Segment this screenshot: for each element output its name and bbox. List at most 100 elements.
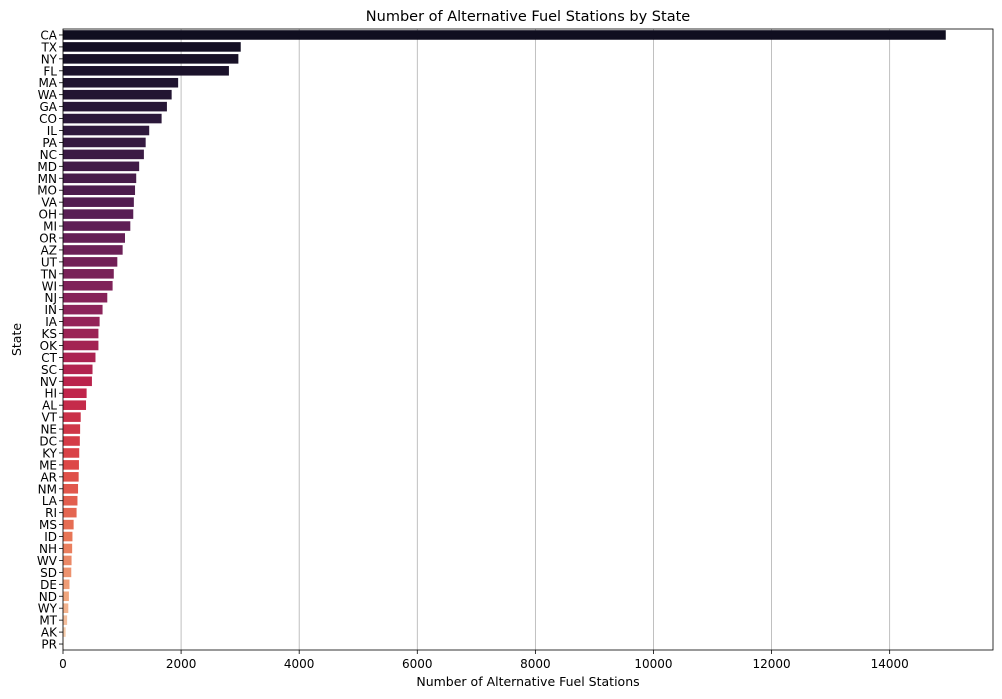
- bar-ms: [63, 519, 74, 530]
- x-tick-labels: 0 2000 4000 6000 8000 10000 12000 14000: [59, 650, 909, 671]
- bar-tx: [63, 42, 241, 52]
- bar-me: [63, 460, 79, 470]
- bar-nc: [63, 149, 144, 160]
- bar-ne: [63, 424, 81, 434]
- y-tick-label-ne: NE: [40, 423, 57, 437]
- y-tick-label-wi: WI: [42, 279, 57, 293]
- y-tick-label-co: CO: [39, 112, 57, 126]
- bar-nv: [63, 376, 92, 387]
- bar-sd: [63, 567, 72, 578]
- y-tick-label-al: AL: [42, 399, 57, 413]
- y-axis-label: State: [9, 323, 24, 356]
- x-tick-label: 6000: [402, 657, 433, 671]
- bar-mn: [63, 173, 137, 184]
- x-tick-label: 2000: [166, 657, 197, 671]
- y-tick-label-sd: SD: [40, 566, 57, 580]
- y-tick-label-ny: NY: [41, 52, 58, 66]
- bar-in: [63, 304, 103, 315]
- y-tick-label-ak: AK: [41, 626, 58, 640]
- y-tick-label-nv: NV: [40, 375, 58, 389]
- bar-la: [63, 495, 78, 506]
- bar-nh: [63, 543, 73, 554]
- y-tick-label-sc: SC: [41, 363, 57, 377]
- y-tick-label-nh: NH: [39, 542, 57, 556]
- bars: [63, 30, 946, 649]
- y-tick-label-nd: ND: [39, 590, 57, 604]
- bar-de: [63, 579, 70, 590]
- y-tick-label-la: LA: [42, 494, 58, 508]
- y-tick-label-ca: CA: [40, 28, 57, 42]
- bar-ak: [63, 627, 66, 637]
- y-tick-label-wy: WY: [38, 602, 58, 616]
- y-tick-label-nm: NM: [38, 482, 57, 496]
- y-tick-label-fl: FL: [43, 64, 57, 78]
- bar-md: [63, 161, 140, 172]
- chart-title: Number of Alternative Fuel Stations by S…: [366, 9, 690, 25]
- y-tick-label-nj: NJ: [44, 291, 57, 305]
- bar-vt: [63, 412, 81, 422]
- x-tick-label: 10000: [634, 657, 672, 671]
- bar-ut: [63, 257, 118, 267]
- y-tick-label-ga: GA: [39, 100, 57, 114]
- y-tick-label-me: ME: [39, 458, 57, 472]
- bar-ia: [63, 316, 100, 327]
- y-tick-label-ky: KY: [42, 446, 57, 460]
- bar-ny: [63, 54, 239, 64]
- bar-or: [63, 233, 125, 243]
- bar-wi: [63, 280, 113, 291]
- x-tick-label: 12000: [752, 657, 790, 671]
- bar-dc: [63, 436, 80, 446]
- x-tick-label: 8000: [520, 657, 551, 671]
- y-tick-label-mo: MO: [37, 184, 57, 198]
- y-tick-label-wa: WA: [38, 88, 58, 102]
- bar-ar: [63, 472, 79, 482]
- y-tick-label-ma: MA: [38, 76, 57, 90]
- y-tick-label-ms: MS: [39, 518, 57, 532]
- gridlines: [62, 29, 891, 650]
- y-tick-label-mt: MT: [39, 614, 57, 628]
- y-tick-label-wv: WV: [37, 554, 58, 568]
- x-tick-label: 14000: [871, 657, 909, 671]
- bar-pa: [63, 137, 146, 148]
- bar-nd: [63, 591, 69, 602]
- bar-ma: [63, 77, 179, 88]
- bar-id: [63, 531, 73, 542]
- y-tick-label-hi: HI: [44, 387, 57, 401]
- y-tick-label-mi: MI: [43, 220, 57, 234]
- bar-fl: [63, 66, 229, 76]
- y-tick-label-az: AZ: [41, 243, 57, 257]
- y-tick-label-pr: PR: [41, 638, 57, 652]
- bar-wv: [63, 555, 72, 566]
- bar-ok: [63, 340, 99, 351]
- y-tick-label-ct: CT: [41, 351, 57, 365]
- bar-sc: [63, 364, 93, 375]
- bar-mi: [63, 221, 131, 231]
- bar-wa: [63, 89, 172, 100]
- bar-va: [63, 197, 134, 207]
- y-tick-label-dc: DC: [39, 435, 57, 449]
- y-tick-labels: CATXNYFLMAWAGACOILPANCMDMNMOVAOHMIORAZUT…: [37, 28, 63, 652]
- bar-co: [63, 113, 162, 124]
- y-tick-label-tx: TX: [40, 40, 57, 54]
- x-axis-label: Number of Alternative Fuel Stations: [416, 674, 639, 689]
- y-tick-label-pa: PA: [42, 136, 57, 150]
- y-tick-label-oh: OH: [39, 208, 57, 222]
- y-tick-label-ia: IA: [45, 315, 58, 329]
- y-tick-label-or: OR: [39, 231, 57, 245]
- x-tick-label: 0: [59, 657, 67, 671]
- y-tick-label-vt: VT: [41, 411, 57, 425]
- bar-az: [63, 245, 123, 255]
- y-tick-label-in: IN: [44, 303, 57, 317]
- bar-oh: [63, 209, 134, 219]
- y-tick-label-ok: OK: [40, 339, 58, 353]
- y-tick-label-ri: RI: [45, 506, 57, 520]
- bar-al: [63, 400, 87, 410]
- bar-ri: [63, 507, 77, 518]
- y-tick-label-mn: MN: [38, 172, 57, 186]
- bar-ky: [63, 448, 80, 458]
- bar-ks: [63, 328, 99, 339]
- y-tick-label-il: IL: [47, 124, 58, 138]
- bar-ca: [63, 30, 946, 40]
- bar-nj: [63, 292, 108, 303]
